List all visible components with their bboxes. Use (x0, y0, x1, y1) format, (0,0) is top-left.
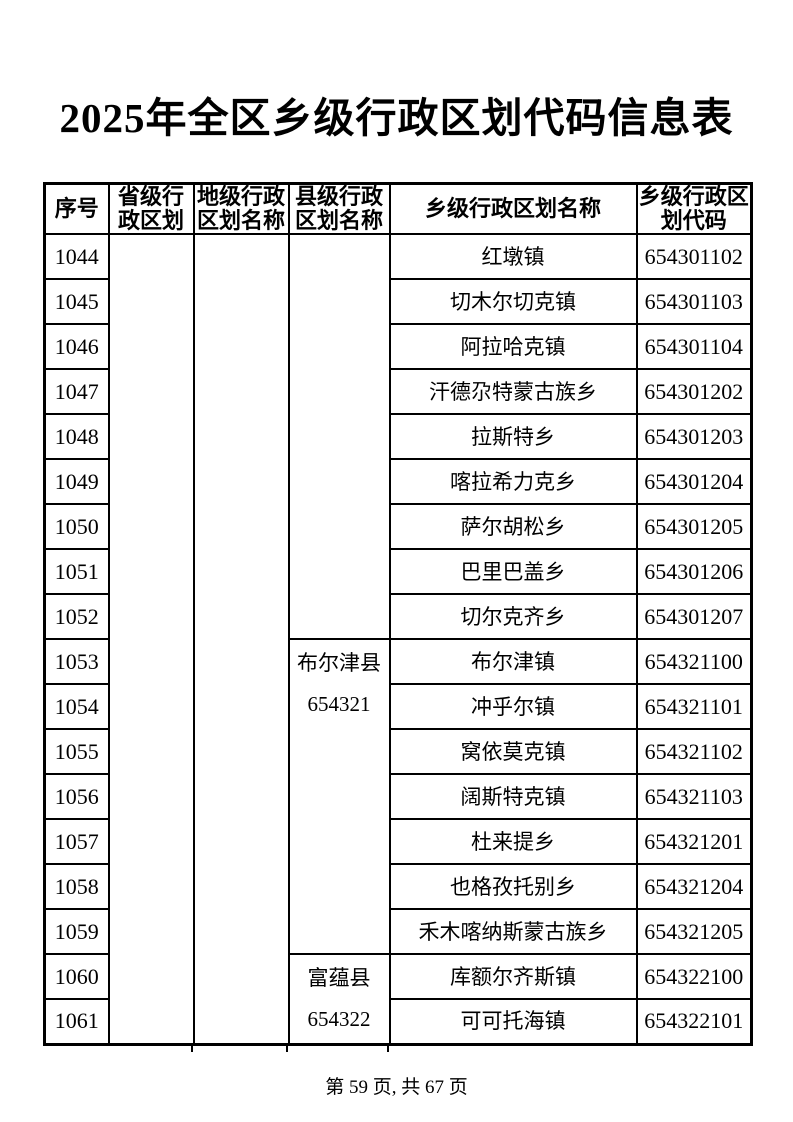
county-name: 富蕴县 (307, 966, 371, 990)
code-cell: 654321205 (635, 908, 753, 955)
table-row: 1044 红墩镇 654301102 (43, 233, 753, 1045)
township-cell: 红墩镇 (388, 233, 638, 280)
township-cell: 窝依莫克镇 (388, 728, 638, 775)
header-county: 县级行政区划名称 (287, 182, 391, 235)
seq-cell: 1055 (43, 728, 110, 775)
county-cell (287, 233, 391, 640)
table-row: 1047 汗德尕特蒙古族乡 654301202 (43, 368, 753, 415)
table-row: 1051 巴里巴盖乡 654301206 (43, 548, 753, 595)
header-township: 乡级行政区划名称 (388, 182, 638, 235)
township-cell: 阿拉哈克镇 (388, 323, 638, 370)
table-row: 1058 也格孜托别乡 654321204 (43, 863, 753, 910)
seq-cell: 1051 (43, 548, 110, 595)
division-codes-table: 序号 省级行政区划 地级行政区划名称 县级行政区划名称 乡级行政区划名称 乡级行… (43, 182, 753, 1046)
code-cell: 654301205 (635, 503, 753, 550)
township-cell: 库额尔齐斯镇 (388, 953, 638, 1000)
code-cell: 654301204 (635, 458, 753, 505)
prefecture-cell (192, 233, 290, 1045)
table-row: 1050 萨尔胡松乡 654301205 (43, 503, 753, 550)
code-cell: 654321100 (635, 638, 753, 685)
seq-cell: 1049 (43, 458, 110, 505)
table-row: 1046 阿拉哈克镇 654301104 (43, 323, 753, 370)
township-cell: 布尔津镇 (388, 638, 638, 685)
header-seq: 序号 (43, 182, 110, 235)
township-cell: 萨尔胡松乡 (388, 503, 638, 550)
seq-cell: 1054 (43, 683, 110, 730)
township-cell: 可可托海镇 (388, 998, 638, 1045)
township-cell: 切尔克齐乡 (388, 593, 638, 640)
code-cell: 654321204 (635, 863, 753, 910)
seq-cell: 1060 (43, 953, 110, 1000)
table-body: 1044 红墩镇 654301102 1045 切木尔切克镇 654301103 (43, 233, 753, 1045)
code-cell: 654301103 (635, 278, 753, 325)
code-cell: 654321201 (635, 818, 753, 865)
province-cell (107, 233, 195, 1045)
code-cell: 654301206 (635, 548, 753, 595)
table-row: 1057 杜来提乡 654321201 (43, 818, 753, 865)
code-cell: 654322101 (635, 998, 753, 1045)
table-row: 1048 拉斯特乡 654301203 (43, 413, 753, 460)
seq-cell: 1061 (43, 998, 110, 1045)
seq-cell: 1059 (43, 908, 110, 955)
table-row: 1053 布尔津县 654321 布尔津镇 654321100 (43, 638, 753, 955)
page-number: 第 59 页, 共 67 页 (325, 1077, 468, 1098)
code-cell: 654301207 (635, 593, 753, 640)
seq-cell: 1047 (43, 368, 110, 415)
header-row: 序号 省级行政区划 地级行政区划名称 县级行政区划名称 乡级行政区划名称 乡级行… (43, 182, 753, 235)
township-cell: 禾木喀纳斯蒙古族乡 (388, 908, 638, 955)
seq-cell: 1045 (43, 278, 110, 325)
township-cell: 也格孜托别乡 (388, 863, 638, 910)
column-rule-stub (191, 1043, 193, 1052)
township-cell: 杜来提乡 (388, 818, 638, 865)
column-rule-stub (286, 1043, 288, 1052)
header-province: 省级行政区划 (107, 182, 195, 235)
table-row: 1054 冲乎尔镇 654321101 (43, 683, 753, 730)
township-cell: 拉斯特乡 (388, 413, 638, 460)
seq-cell: 1048 (43, 413, 110, 460)
county-name: 布尔津县 (297, 651, 381, 675)
code-cell: 654301104 (635, 323, 753, 370)
code-cell: 654301202 (635, 368, 753, 415)
seq-cell: 1053 (43, 638, 110, 685)
seq-cell: 1056 (43, 773, 110, 820)
seq-cell: 1046 (43, 323, 110, 370)
township-cell: 喀拉希力克乡 (388, 458, 638, 505)
table-wrap: 序号 省级行政区划 地级行政区划名称 县级行政区划名称 乡级行政区划名称 乡级行… (43, 182, 753, 1052)
seq-cell: 1052 (43, 593, 110, 640)
township-cell: 冲乎尔镇 (388, 683, 638, 730)
seq-cell: 1044 (43, 233, 110, 280)
table-row: 1061 可可托海镇 654322101 (43, 998, 753, 1045)
code-cell: 654301102 (635, 233, 753, 280)
seq-cell: 1057 (43, 818, 110, 865)
header-code: 乡级行政区划代码 (635, 182, 753, 235)
county-cell: 布尔津县 654321 (287, 638, 391, 955)
code-cell: 654301203 (635, 413, 753, 460)
township-cell: 汗德尕特蒙古族乡 (388, 368, 638, 415)
column-rule-stub (387, 1043, 389, 1052)
table-row: 1049 喀拉希力克乡 654301204 (43, 458, 753, 505)
page-title: 2025年全区乡级行政区划代码信息表 (59, 95, 734, 141)
code-cell: 654322100 (635, 953, 753, 1000)
township-cell: 切木尔切克镇 (388, 278, 638, 325)
table-row: 1045 切木尔切克镇 654301103 (43, 278, 753, 325)
code-cell: 654321101 (635, 683, 753, 730)
code-cell: 654321102 (635, 728, 753, 775)
table-row: 1056 阔斯特克镇 654321103 (43, 773, 753, 820)
table-row: 1059 禾木喀纳斯蒙古族乡 654321205 (43, 908, 753, 955)
township-cell: 阔斯特克镇 (388, 773, 638, 820)
table-row: 1060 富蕴县 654322 库额尔齐斯镇 654322100 (43, 953, 753, 1045)
seq-cell: 1058 (43, 863, 110, 910)
code-cell: 654321103 (635, 773, 753, 820)
header-prefecture: 地级行政区划名称 (192, 182, 290, 235)
county-code: 654322 (307, 1007, 371, 1031)
table-row: 1055 窝依莫克镇 654321102 (43, 728, 753, 775)
county-cell: 富蕴县 654322 (287, 953, 391, 1045)
county-code: 654321 (307, 692, 371, 716)
seq-cell: 1050 (43, 503, 110, 550)
table-row: 1052 切尔克齐乡 654301207 (43, 593, 753, 640)
township-cell: 巴里巴盖乡 (388, 548, 638, 595)
